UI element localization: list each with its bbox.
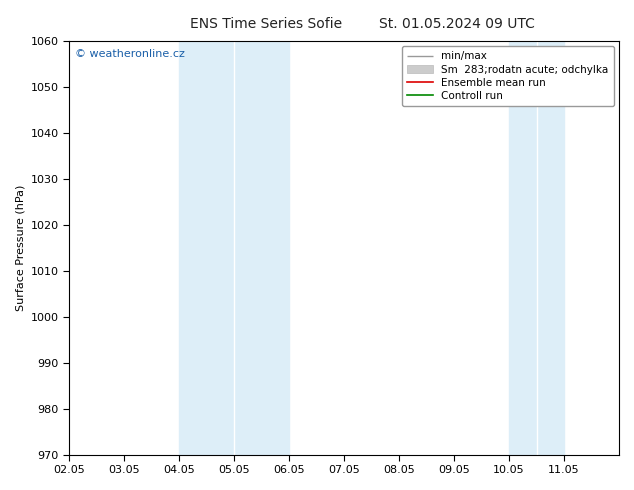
- Text: ENS Time Series Sofie: ENS Time Series Sofie: [190, 17, 342, 31]
- Bar: [509, 41, 564, 455]
- Text: St. 01.05.2024 09 UTC: St. 01.05.2024 09 UTC: [378, 17, 534, 31]
- Text: © weatheronline.cz: © weatheronline.cz: [75, 49, 184, 59]
- Bar: [179, 41, 289, 455]
- Legend: min/max, Sm  283;rodatn acute; odchylka, Ensemble mean run, Controll run: min/max, Sm 283;rodatn acute; odchylka, …: [402, 46, 614, 106]
- Y-axis label: Surface Pressure (hPa): Surface Pressure (hPa): [15, 185, 25, 311]
